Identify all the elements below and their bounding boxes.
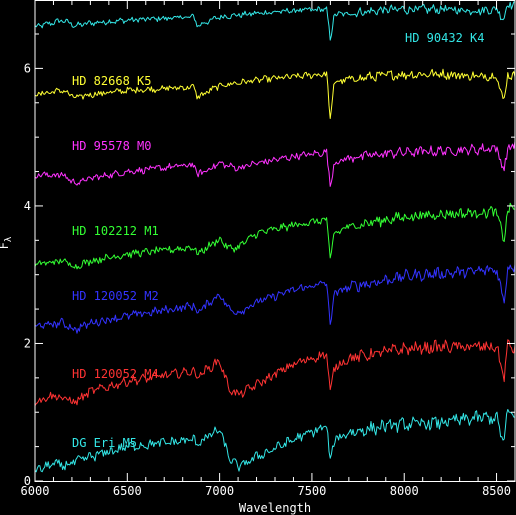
x-tick-label-7000: 7000 [205, 484, 234, 498]
y-axis-title-lambda: λ [4, 236, 14, 242]
y-axis-title: Fλ [0, 236, 14, 249]
spectrum-line-7 [34, 409, 516, 473]
y-tick-label-6: 6 [24, 61, 31, 75]
y-tick-label-0: 0 [24, 474, 31, 488]
ticks-layer: 6000 6500 7000 7500 8000 8500 0 2 4 6 [21, 1, 516, 498]
spectrum-line-2 [34, 68, 516, 119]
series-label-5: HD 120052 M2 [72, 289, 159, 303]
x-tick-label-7500: 7500 [297, 484, 326, 498]
series-label-4: HD 102212 M1 [72, 224, 159, 238]
series-label-1: HD 90432 K4 [405, 31, 484, 45]
y-tick-label-2: 2 [24, 336, 31, 350]
x-tick-label-8500: 8500 [482, 484, 511, 498]
x-axis-title: Wavelength [239, 501, 311, 515]
spectrum-line-3 [34, 141, 516, 187]
series-layer [34, 1, 516, 473]
spectrum-line-4 [34, 202, 516, 270]
series-label-6: HD 120052 M4 [72, 367, 159, 381]
spectrum-line-5 [34, 264, 516, 334]
x-tick-label-6000: 6000 [21, 484, 50, 498]
spectrum-line-6 [34, 339, 516, 406]
y-axis-title-f: F [0, 242, 11, 249]
plot-frame [34, 0, 516, 482]
series-label-3: HD 95578 M0 [72, 139, 151, 153]
x-tick-label-6500: 6500 [113, 484, 142, 498]
y-tick-label-4: 4 [24, 199, 31, 213]
series-label-2: HD 82668 K5 [72, 74, 151, 88]
labels-layer: HD 90432 K4 HD 82668 K5 HD 95578 M0 HD 1022… [72, 31, 484, 450]
x-tick-label-8000: 8000 [390, 484, 419, 498]
spectrum-line-1 [34, 1, 516, 41]
series-label-7: DG Eri M5 [72, 436, 137, 450]
axes-layer [34, 0, 516, 482]
